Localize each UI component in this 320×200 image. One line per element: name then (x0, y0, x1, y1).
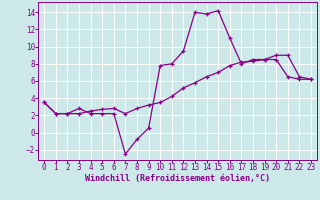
X-axis label: Windchill (Refroidissement éolien,°C): Windchill (Refroidissement éolien,°C) (85, 174, 270, 183)
